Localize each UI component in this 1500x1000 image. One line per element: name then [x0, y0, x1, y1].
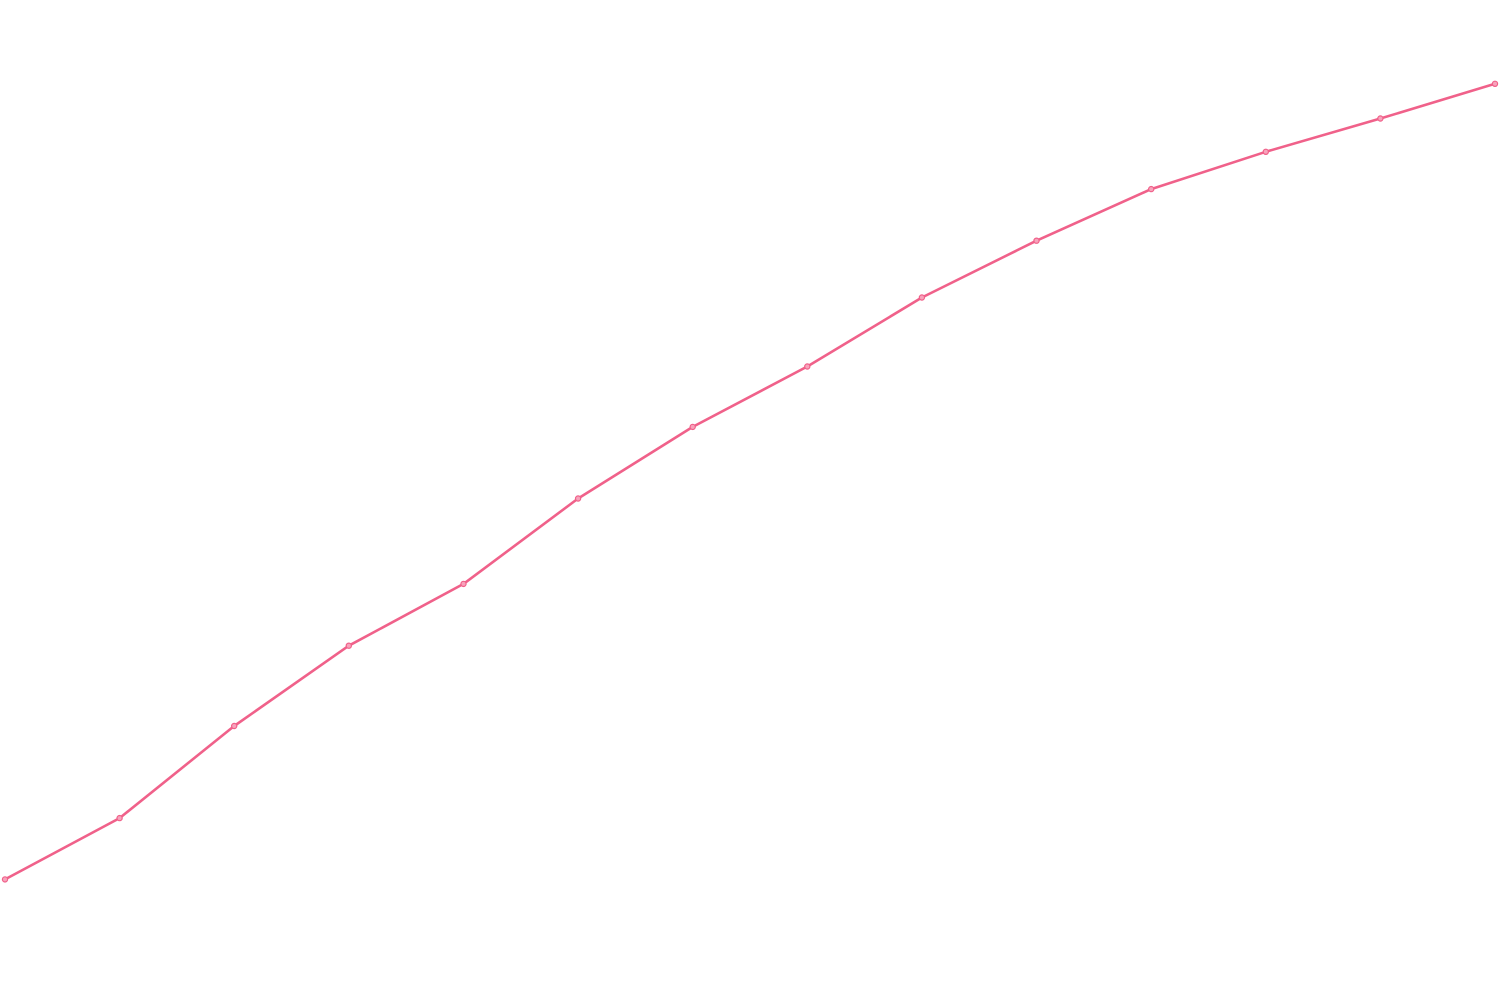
data-point[interactable]: [918, 294, 926, 301]
data-point[interactable]: [1377, 115, 1384, 122]
data-point[interactable]: [574, 495, 582, 502]
data-point[interactable]: [230, 722, 238, 730]
data-point[interactable]: [116, 814, 123, 822]
data-point[interactable]: [689, 423, 696, 431]
series-line-0: [4, 82, 1496, 881]
data-point[interactable]: [1033, 237, 1040, 244]
data-point[interactable]: [1262, 148, 1270, 155]
data-point[interactable]: [804, 363, 811, 370]
data-point[interactable]: [460, 580, 467, 588]
data-point[interactable]: [1491, 80, 1499, 88]
data-point[interactable]: [345, 642, 352, 649]
data-point[interactable]: [1, 876, 9, 883]
series-layer: [1, 80, 1499, 883]
data-point[interactable]: [1147, 185, 1155, 193]
